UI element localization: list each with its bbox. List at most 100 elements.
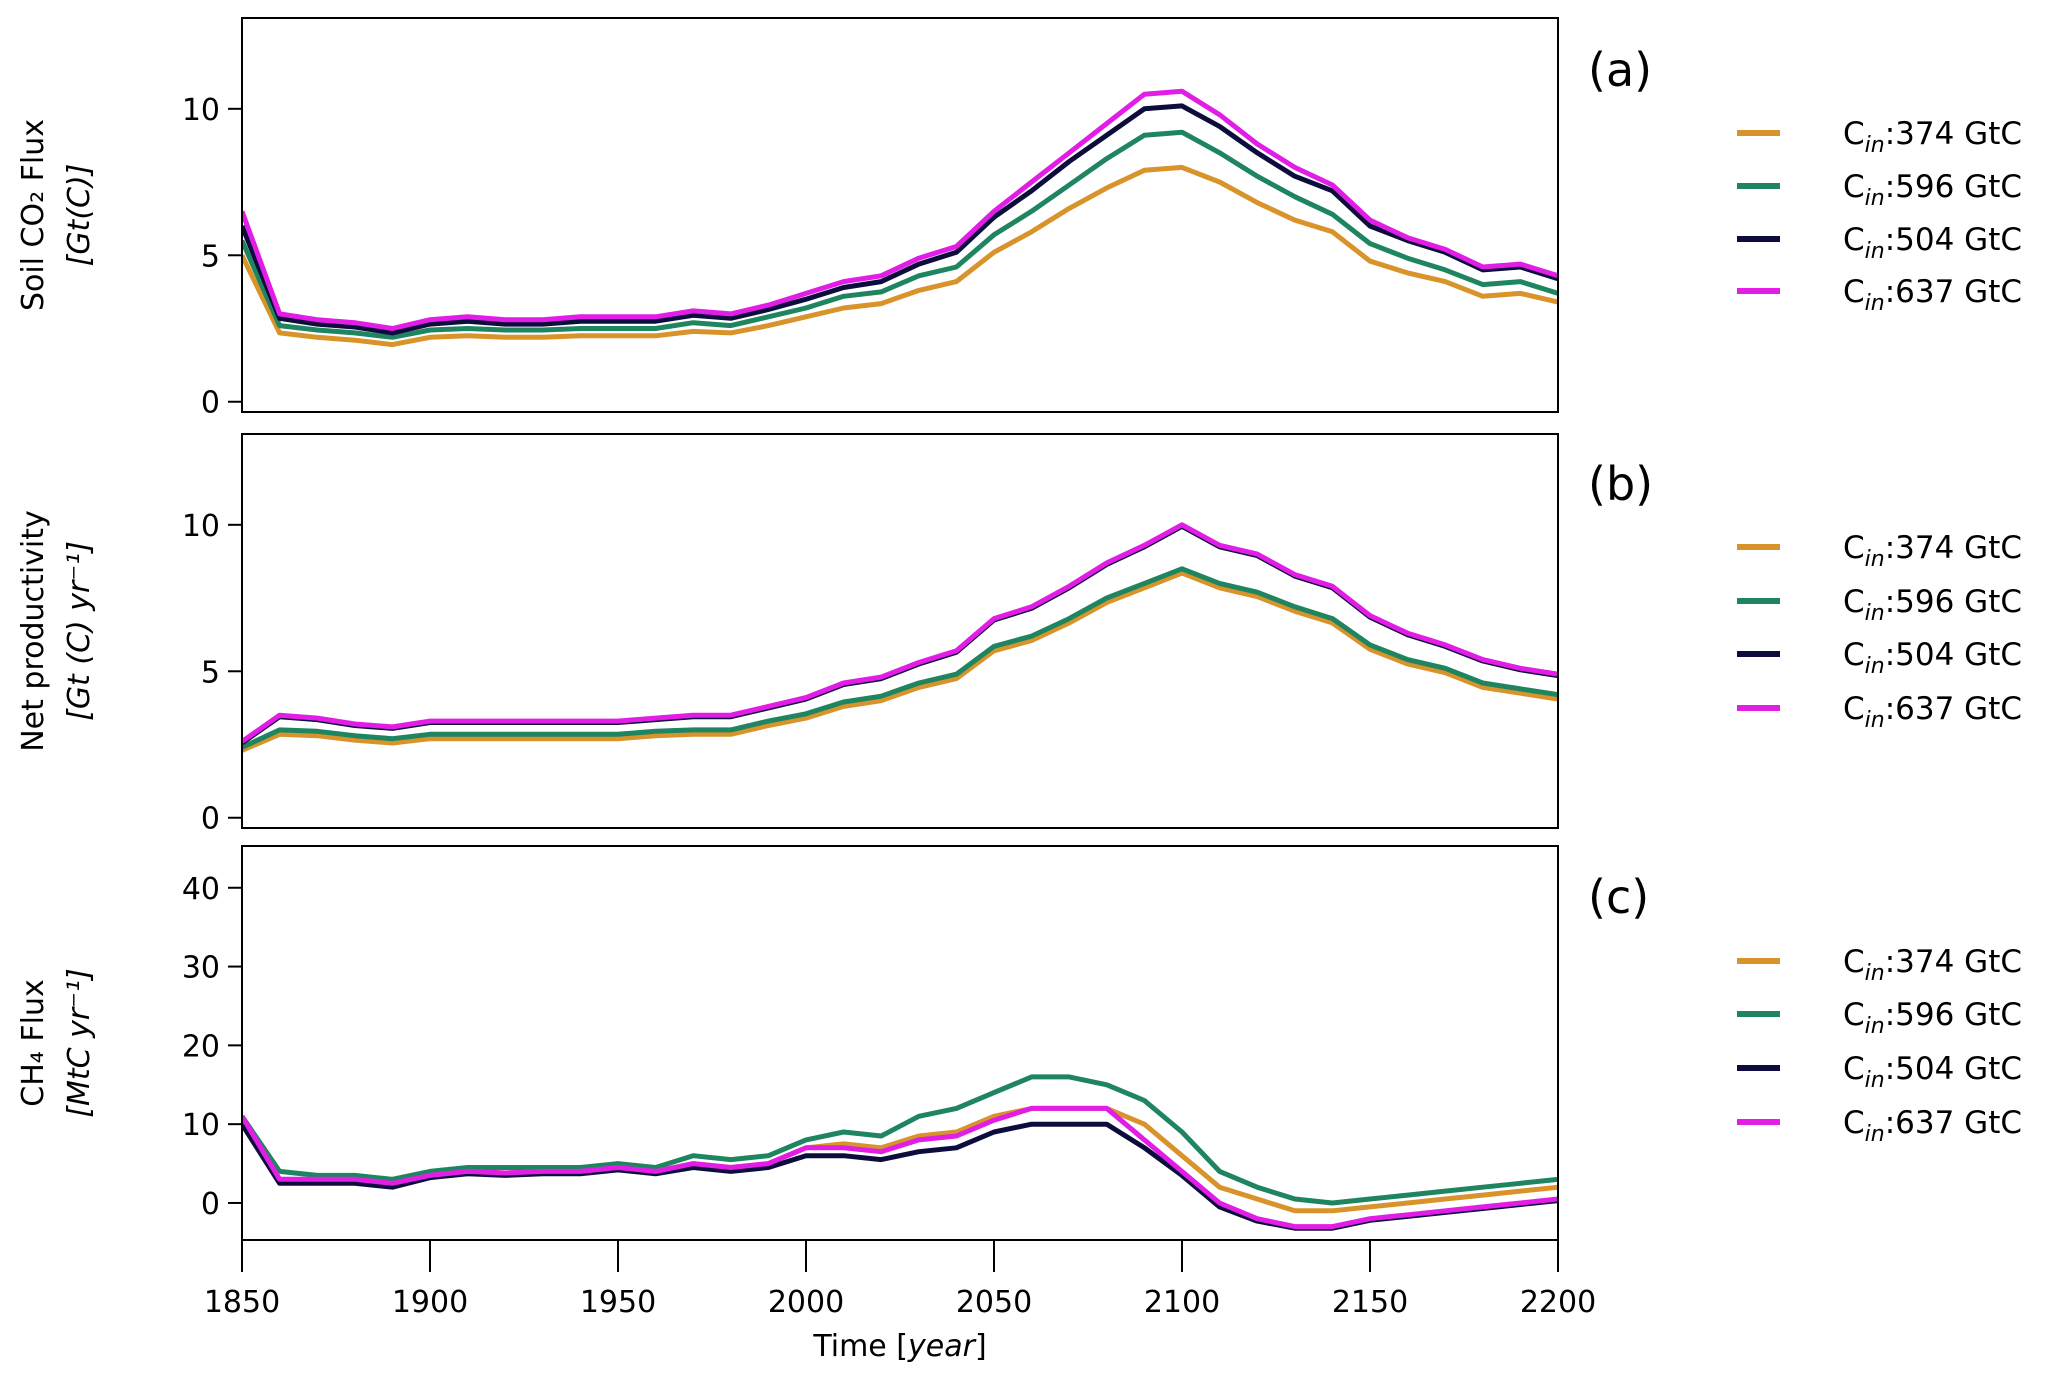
legend-item: Cin:504 GtC bbox=[1737, 222, 2022, 264]
y-tick-label: 5 bbox=[201, 655, 220, 690]
legend-label-text: :596 GtC bbox=[1885, 169, 2022, 205]
legend-label-sub: in bbox=[1865, 239, 1885, 264]
x-axis-label-unit: year bbox=[907, 1329, 977, 1364]
legend-label-base: C bbox=[1843, 222, 1865, 258]
legend-label: Cin:596 GtC bbox=[1843, 169, 2022, 211]
y-tick-label: 30 bbox=[182, 951, 220, 986]
legend-item: Cin:637 GtC bbox=[1737, 691, 2022, 733]
x-axis-label: Time [year] bbox=[812, 1329, 986, 1364]
legend-label-base: C bbox=[1843, 637, 1865, 673]
legend-item: Cin:596 GtC bbox=[1737, 997, 2022, 1039]
legend-label-sub: in bbox=[1865, 708, 1885, 733]
legend-label-text: :374 GtC bbox=[1885, 116, 2022, 152]
legend-label-base: C bbox=[1843, 1051, 1865, 1087]
x-tick-label: 2000 bbox=[768, 1285, 844, 1320]
legend-item: Cin:374 GtC bbox=[1737, 944, 2022, 986]
legend-label-base: C bbox=[1843, 997, 1865, 1033]
legend-label-sub: in bbox=[1865, 1068, 1885, 1093]
legend-label: Cin:374 GtC bbox=[1843, 944, 2022, 986]
x-tick-label: 2200 bbox=[1520, 1285, 1596, 1320]
x-tick-label: 1900 bbox=[392, 1285, 468, 1320]
panel-label: (c) bbox=[1588, 870, 1649, 924]
axes-frame bbox=[241, 17, 1559, 413]
x-axis-label-bracket: ] bbox=[975, 1329, 987, 1364]
y-tick-label: 5 bbox=[201, 239, 220, 274]
legend-label-text: :637 GtC bbox=[1885, 274, 2022, 310]
series-line-637 bbox=[242, 88, 1558, 331]
legend-label: Cin:374 GtC bbox=[1843, 530, 2022, 572]
x-tick-label: 2150 bbox=[1332, 1285, 1408, 1320]
legend-label-sub: in bbox=[1865, 1122, 1885, 1147]
legend-item: Cin:637 GtC bbox=[1737, 1105, 2022, 1147]
y-tick-label: 40 bbox=[182, 872, 220, 907]
legend-label-sub: in bbox=[1865, 654, 1885, 679]
legend-item: Cin:637 GtC bbox=[1737, 274, 2022, 316]
y-tick-label: 10 bbox=[182, 509, 220, 544]
legend-label-sub: in bbox=[1865, 601, 1885, 626]
panel-b: 0 5 10 Net productivity [Gt (C) yr⁻¹] (b) Cin:… bbox=[16, 433, 2022, 837]
legend-label-text: :374 GtC bbox=[1885, 944, 2022, 980]
x-axis-label-text: Time [ bbox=[812, 1329, 908, 1364]
y-tick-label: 10 bbox=[182, 93, 220, 128]
legend-label-sub: in bbox=[1865, 547, 1885, 572]
y-tick-label: 0 bbox=[201, 386, 220, 421]
legend-label-base: C bbox=[1843, 1105, 1865, 1141]
legend-label-sub: in bbox=[1865, 186, 1885, 211]
legend-label-base: C bbox=[1843, 274, 1865, 310]
series-line-637 bbox=[242, 1105, 1558, 1230]
legend-label-text: :504 GtC bbox=[1885, 222, 2022, 258]
x-tick-label: 2100 bbox=[1144, 1285, 1220, 1320]
legend-label: Cin:504 GtC bbox=[1843, 1051, 2022, 1093]
series-line-374 bbox=[242, 164, 1558, 348]
series-line-596 bbox=[242, 566, 1558, 750]
y-tick-label: 20 bbox=[182, 1029, 220, 1064]
legend-item: Cin:596 GtC bbox=[1737, 169, 2022, 211]
y-tick-label: 0 bbox=[201, 802, 220, 837]
legend-label: Cin:637 GtC bbox=[1843, 1105, 2022, 1147]
series-line-596 bbox=[242, 129, 1558, 340]
legend-label: Cin:596 GtC bbox=[1843, 997, 2022, 1039]
legend-label-base: C bbox=[1843, 691, 1865, 727]
legend-item: Cin:374 GtC bbox=[1737, 116, 2022, 158]
x-tick-label: 1850 bbox=[204, 1285, 280, 1320]
y-tick-label: 0 bbox=[201, 1187, 220, 1222]
legend-label-text: :374 GtC bbox=[1885, 530, 2022, 566]
legend-label-base: C bbox=[1843, 169, 1865, 205]
y-axis-unit: [Gt (C) yr⁻¹] bbox=[62, 541, 97, 721]
legend-label-text: :504 GtC bbox=[1885, 637, 2022, 673]
legend-label-sub: in bbox=[1865, 1014, 1885, 1039]
x-tick-label: 1950 bbox=[580, 1285, 656, 1320]
series-line-596 bbox=[242, 1074, 1558, 1206]
y-axis-label: Soil CO₂ Flux bbox=[16, 119, 51, 311]
legend-label: Cin:504 GtC bbox=[1843, 637, 2022, 679]
x-tick-label: 2050 bbox=[956, 1285, 1032, 1320]
legend-label-base: C bbox=[1843, 530, 1865, 566]
legend-label-base: C bbox=[1843, 116, 1865, 152]
series-line-504 bbox=[242, 523, 1558, 746]
legend-item: Cin:374 GtC bbox=[1737, 530, 2022, 572]
panel-label: (a) bbox=[1588, 43, 1652, 97]
legend-label-text: :637 GtC bbox=[1885, 1105, 2022, 1141]
panel-label: (b) bbox=[1588, 457, 1653, 511]
axes-frame bbox=[241, 845, 1559, 1241]
y-axis-unit: [MtC yr⁻¹] bbox=[62, 968, 97, 1118]
series-line-374 bbox=[242, 570, 1558, 753]
y-axis-label: CH₄ Flux bbox=[16, 979, 51, 1106]
legend-label-base: C bbox=[1843, 584, 1865, 620]
y-axis-unit: [Gt(C)] bbox=[62, 164, 97, 267]
legend-label-sub: in bbox=[1865, 961, 1885, 986]
legend-label: Cin:637 GtC bbox=[1843, 691, 2022, 733]
legend-label-text: :596 GtC bbox=[1885, 997, 2022, 1033]
axes-frame bbox=[241, 433, 1559, 829]
legend-label-text: :596 GtC bbox=[1885, 584, 2022, 620]
legend-item: Cin:596 GtC bbox=[1737, 584, 2022, 626]
legend-item: Cin:504 GtC bbox=[1737, 637, 2022, 679]
legend-label-text: :637 GtC bbox=[1885, 691, 2022, 727]
legend-label: Cin:596 GtC bbox=[1843, 584, 2022, 626]
legend-label-sub: in bbox=[1865, 291, 1885, 316]
series-line-504 bbox=[242, 103, 1558, 336]
